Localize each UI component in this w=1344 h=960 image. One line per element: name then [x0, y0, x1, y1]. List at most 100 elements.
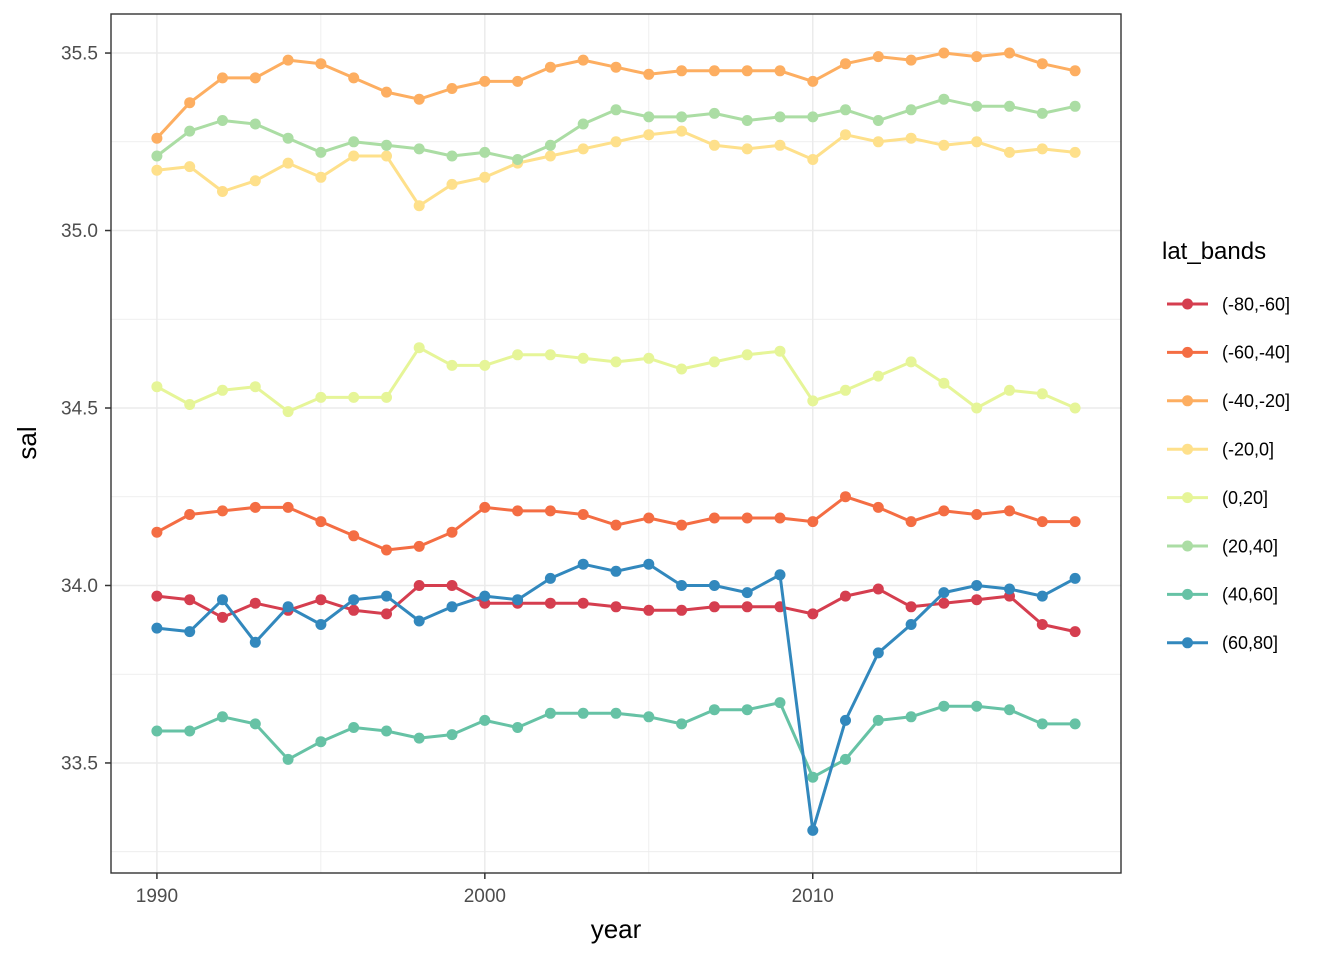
data-point-(-20,0] [249, 175, 261, 187]
data-point-(20,40] [774, 111, 786, 123]
data-point-(40,60] [282, 753, 294, 765]
data-point-(60,80] [315, 619, 327, 630]
data-point-(60,80] [840, 714, 851, 726]
data-point-(-40,-20] [708, 65, 720, 77]
y-tick-label: 33.5 [61, 754, 98, 775]
data-point-(-60,-40] [938, 505, 950, 517]
data-point-(-60,-40] [512, 505, 524, 517]
data-point-(20,40] [151, 150, 163, 162]
data-point-(40,60] [905, 711, 917, 723]
legend-label-(60,80]: (60,80] [1222, 633, 1278, 653]
data-point-(-40,-20] [151, 132, 163, 144]
data-point-(0,20] [1069, 402, 1081, 414]
data-point-(-40,-20] [184, 97, 196, 109]
legend-key-point-(-60,-40] [1182, 346, 1193, 358]
data-point-(0,20] [840, 384, 851, 396]
data-point-(-60,-40] [971, 509, 983, 520]
data-point-(-40,-20] [315, 58, 327, 70]
data-point-(60,80] [708, 580, 720, 591]
y-axis-title: sal [12, 426, 42, 460]
data-point-(-60,-40] [1036, 516, 1048, 528]
data-point-(20,40] [184, 125, 196, 137]
data-point-(-20,0] [741, 143, 753, 155]
data-point-(0,20] [512, 349, 524, 361]
data-point-(-80,-60] [708, 601, 720, 613]
data-point-(0,20] [872, 370, 884, 382]
data-point-(20,40] [348, 136, 360, 148]
data-point-(-80,-60] [971, 594, 983, 606]
data-point-(-60,-40] [1004, 505, 1015, 517]
data-point-(-60,-40] [872, 501, 884, 513]
data-point-(60,80] [217, 594, 228, 606]
data-point-(20,40] [249, 118, 261, 130]
x-tick-label: 1990 [136, 886, 178, 907]
legend-label-(-20,0]: (-20,0] [1222, 440, 1274, 460]
data-point-(60,80] [282, 601, 294, 613]
data-point-(-20,0] [1004, 146, 1015, 158]
data-point-(40,60] [348, 722, 360, 733]
legend-title: lat_bands [1162, 238, 1267, 265]
data-point-(-40,-20] [840, 58, 851, 70]
data-point-(-40,-20] [282, 54, 294, 66]
data-point-(-60,-40] [217, 505, 228, 517]
data-point-(20,40] [315, 146, 327, 158]
data-point-(-20,0] [184, 161, 196, 173]
data-point-(-40,-20] [479, 75, 491, 87]
data-point-(-20,0] [544, 150, 556, 162]
data-point-(-20,0] [807, 154, 819, 165]
data-point-(-20,0] [610, 136, 622, 148]
data-point-(-40,-20] [971, 51, 983, 63]
data-point-(-60,-40] [741, 512, 753, 524]
data-point-(-80,-60] [446, 580, 458, 591]
data-point-(0,20] [905, 356, 917, 368]
data-point-(-20,0] [872, 136, 884, 148]
data-point-(0,20] [184, 399, 196, 410]
data-point-(-60,-40] [151, 526, 163, 538]
data-point-(-60,-40] [479, 501, 491, 513]
data-point-(60,80] [1004, 583, 1015, 595]
data-point-(-60,-40] [807, 516, 819, 528]
legend-label-(-80,-60]: (-80,-60] [1222, 294, 1290, 314]
data-point-(60,80] [1036, 590, 1048, 602]
data-point-(-80,-60] [184, 594, 196, 606]
data-point-(-20,0] [938, 139, 950, 151]
data-point-(0,20] [774, 345, 786, 357]
data-point-(40,60] [643, 711, 655, 723]
data-point-(20,40] [577, 118, 589, 130]
data-point-(-80,-60] [151, 590, 163, 602]
data-point-(-20,0] [971, 136, 983, 148]
data-point-(-60,-40] [282, 501, 294, 513]
data-point-(0,20] [479, 359, 491, 371]
data-point-(-40,-20] [938, 47, 950, 59]
data-point-(-60,-40] [446, 526, 458, 538]
data-point-(-60,-40] [643, 512, 655, 524]
data-point-(60,80] [184, 626, 196, 638]
data-point-(0,20] [151, 381, 163, 393]
data-point-(60,80] [577, 558, 589, 570]
data-point-(0,20] [381, 391, 392, 403]
data-point-(-40,-20] [741, 65, 753, 77]
data-point-(-80,-60] [1069, 626, 1081, 638]
data-point-(40,60] [315, 736, 327, 748]
data-point-(0,20] [807, 395, 819, 407]
legend-key-point-(60,80] [1182, 637, 1193, 649]
data-point-(-20,0] [840, 129, 851, 141]
data-point-(-20,0] [905, 132, 917, 144]
data-point-(40,60] [741, 704, 753, 716]
y-tick-label: 34.0 [61, 576, 98, 597]
data-point-(-20,0] [217, 186, 228, 197]
data-point-(-80,-60] [217, 611, 228, 623]
data-point-(60,80] [446, 601, 458, 613]
data-point-(0,20] [577, 352, 589, 364]
legend-label-(0,20]: (0,20] [1222, 488, 1268, 508]
data-point-(20,40] [872, 115, 884, 126]
data-point-(-20,0] [315, 171, 327, 183]
data-point-(-20,0] [381, 150, 392, 162]
data-point-(60,80] [151, 622, 163, 634]
data-point-(60,80] [249, 636, 261, 648]
data-point-(60,80] [938, 587, 950, 599]
data-point-(60,80] [381, 590, 392, 602]
data-point-(40,60] [512, 722, 524, 733]
data-point-(20,40] [840, 104, 851, 116]
